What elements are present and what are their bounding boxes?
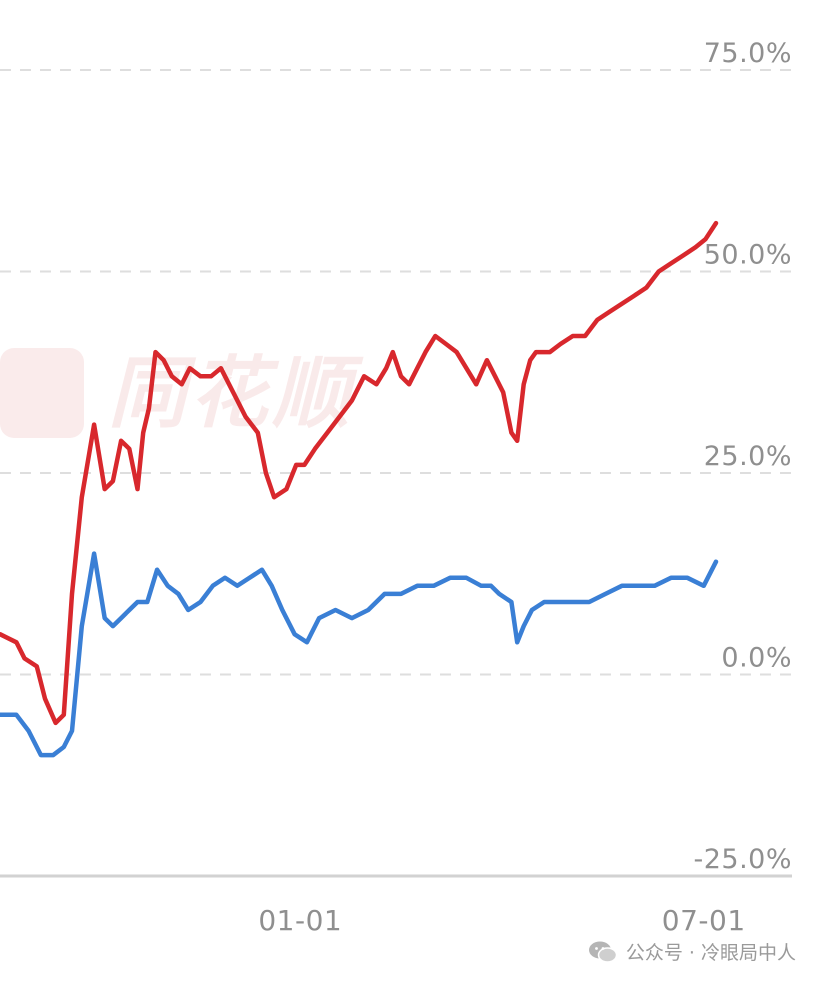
series-lines [0, 220, 719, 758]
x-tick-label: 07-01 [662, 904, 746, 937]
series-line-red [0, 220, 719, 726]
y-tick-label: 50.0% [704, 240, 792, 271]
watermark: 同花顺 [0, 346, 400, 442]
footer-text: 公众号 · 冷眼局中人 [625, 942, 796, 964]
x-axis-tick-labels: 01-01 07-01 [258, 904, 745, 937]
y-axis-tick-labels: 75.0% 50.0% 25.0% 0.0% -25.0% [693, 38, 792, 875]
y-tick-label: 0.0% [721, 643, 792, 674]
x-tick-label: 01-01 [258, 904, 342, 937]
footer-attribution: 公众号 · 冷眼局中人 [588, 938, 796, 965]
y-tick-label: 25.0% [704, 441, 792, 472]
watermark-text: 同花顺 [108, 349, 355, 439]
y-tick-label: 75.0% [704, 38, 792, 69]
y-tick-label: -25.0% [693, 844, 792, 875]
wechat-icon [588, 941, 618, 963]
series-line-blue [0, 551, 719, 758]
watermark-logo-icon [0, 348, 84, 438]
